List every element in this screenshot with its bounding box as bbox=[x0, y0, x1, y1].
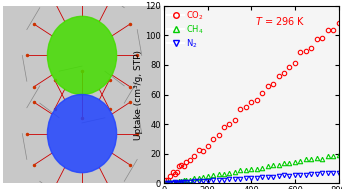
Circle shape bbox=[48, 16, 117, 94]
Legend: CO$_2$, CH$_4$, N$_2$: CO$_2$, CH$_4$, N$_2$ bbox=[167, 8, 204, 51]
Y-axis label: Uptake (cm³/g, STP): Uptake (cm³/g, STP) bbox=[134, 50, 143, 139]
Text: $\it{T}$ = 296 K: $\it{T}$ = 296 K bbox=[255, 15, 305, 26]
Circle shape bbox=[48, 94, 117, 173]
Polygon shape bbox=[3, 6, 161, 183]
